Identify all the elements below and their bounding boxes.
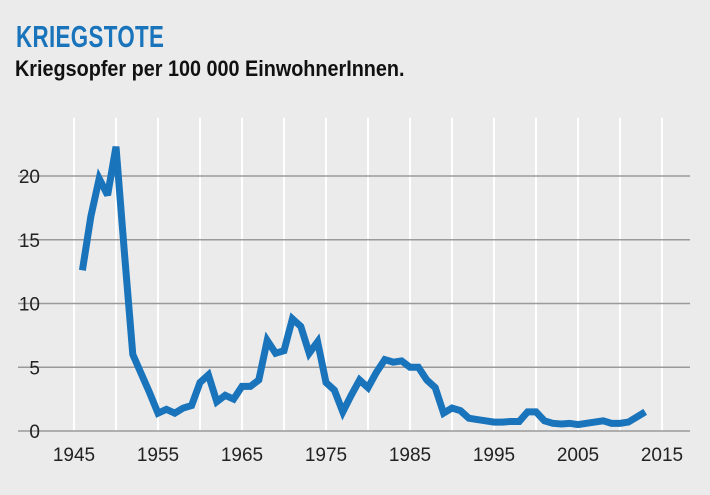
chart-subtitle: Kriegsopfer per 100 000 EinwohnerInnen.: [15, 56, 405, 81]
data-line: [78, 146, 648, 429]
x-tick-label: 2015: [641, 445, 683, 466]
y-tick-label: 15: [19, 231, 40, 252]
y-tick-label: 10: [19, 295, 40, 316]
y-tick-label: 20: [19, 167, 40, 188]
x-tick-label: 1975: [305, 445, 347, 466]
y-tick-label: 0: [29, 422, 40, 443]
x-tick-label: 1995: [473, 445, 515, 466]
x-tick-label: 1985: [389, 445, 431, 466]
x-tick-label: 2005: [557, 445, 599, 466]
chart-title: KRIEGSTOTE: [16, 19, 165, 54]
x-tick-label: 1955: [137, 445, 179, 466]
x-tick-label: 1945: [53, 445, 95, 466]
x-tick-label: 1965: [221, 445, 263, 466]
y-tick-label: 5: [29, 358, 40, 379]
